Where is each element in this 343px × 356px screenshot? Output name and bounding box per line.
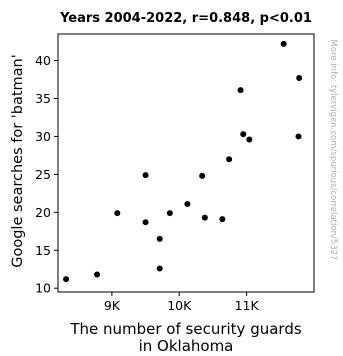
data-point	[199, 172, 206, 179]
x-tick-label: 11K	[235, 298, 260, 313]
plot-frame	[57, 33, 315, 293]
y-tick-label: 40	[35, 53, 51, 68]
x-axis-label-line: in Oklahoma	[139, 337, 234, 355]
data-point	[296, 75, 303, 82]
data-point	[114, 210, 121, 217]
data-point	[226, 156, 233, 163]
data-point	[142, 172, 149, 179]
data-point	[201, 214, 208, 221]
data-point	[184, 200, 191, 207]
x-tick-label: 9K	[104, 298, 121, 313]
data-point	[156, 235, 163, 242]
data-point	[219, 216, 226, 223]
data-point	[94, 271, 101, 278]
data-point	[166, 210, 173, 217]
data-points	[63, 40, 303, 283]
chart-title: Years 2004-2022, r=0.848, p<0.01	[59, 11, 312, 26]
y-tick-label: 10	[35, 281, 51, 296]
watermark-text: More info: tylervigen.com/spurious/corre…	[328, 40, 338, 261]
y-tick-label: 15	[35, 243, 51, 258]
x-axis-label: The number of security guards in Oklahoma	[69, 320, 302, 355]
y-tick-label: 20	[35, 205, 51, 220]
data-point	[280, 40, 287, 47]
data-point	[237, 87, 244, 94]
y-tick-label: 30	[35, 129, 51, 144]
data-point	[246, 136, 253, 143]
y-tick-label: 25	[35, 167, 51, 182]
data-point	[156, 265, 163, 272]
data-point	[142, 219, 149, 226]
y-axis-label: Google searches for 'batman'	[10, 54, 26, 268]
data-point	[63, 276, 70, 283]
y-tick-label: 35	[35, 91, 51, 106]
data-point	[295, 133, 302, 140]
axis-ticks: 10 15 20 25 30 35 40 9K 10K 11K	[35, 53, 259, 313]
plot-area	[57, 33, 315, 293]
x-axis-label-line: The number of security guards	[69, 320, 302, 338]
data-point	[240, 131, 247, 138]
x-tick-label: 10K	[167, 298, 192, 313]
